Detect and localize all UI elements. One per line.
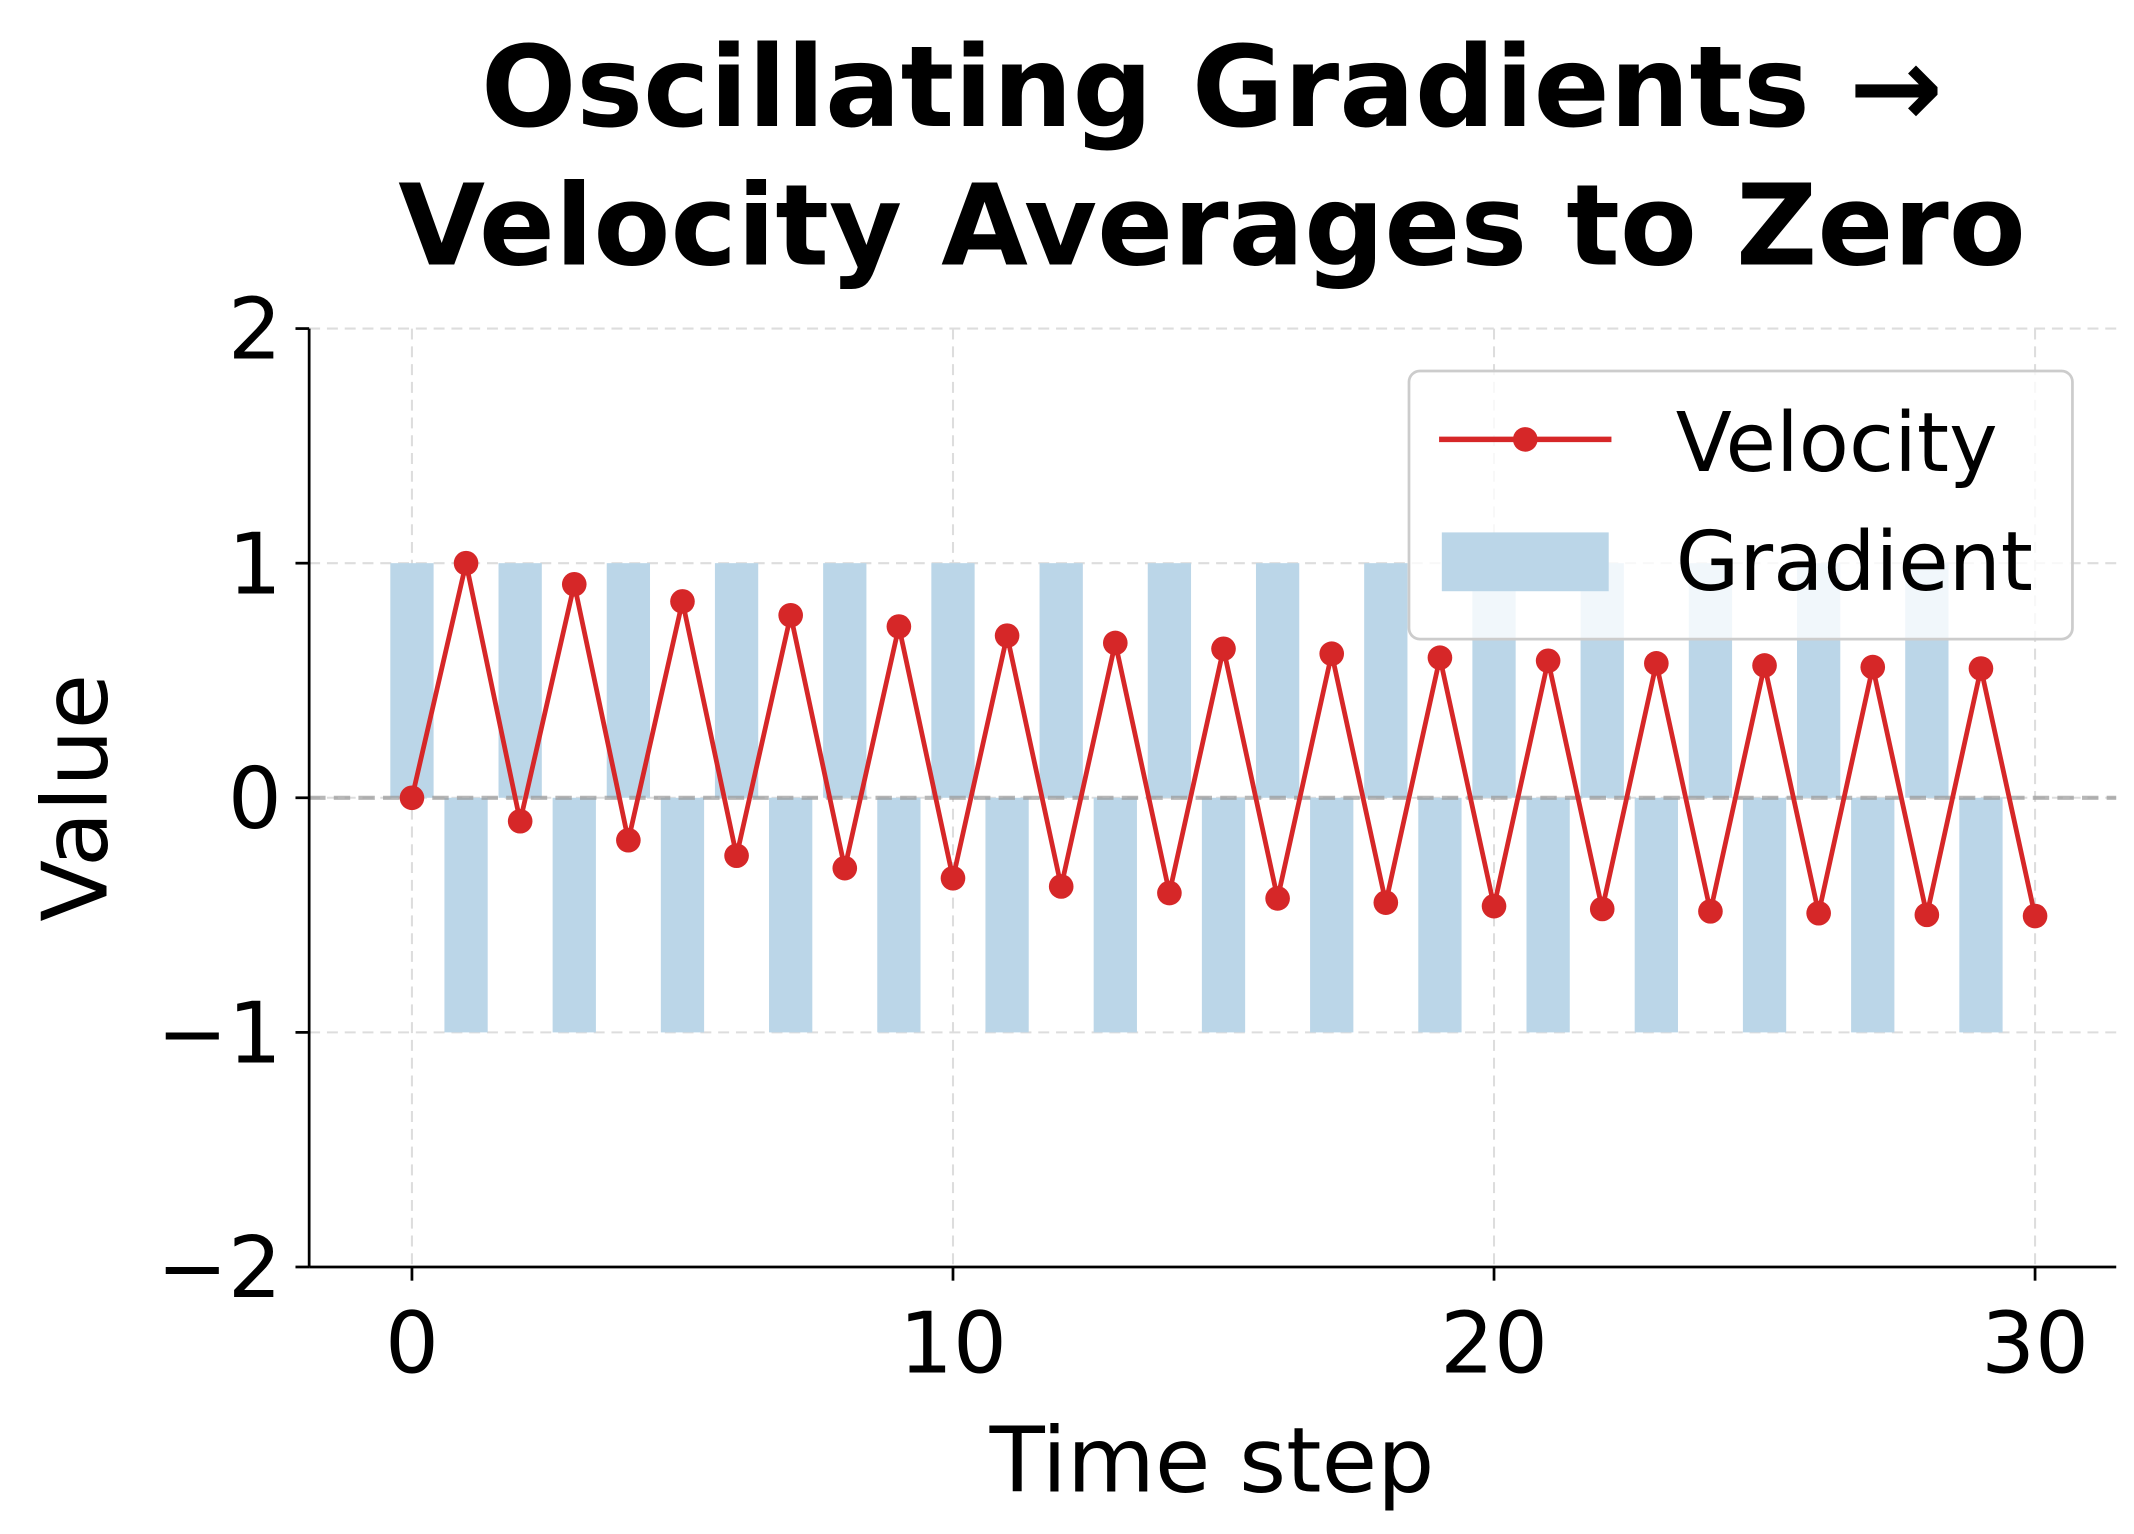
gradient-bar [823, 563, 867, 798]
velocity-point [507, 808, 533, 834]
velocity-point [1211, 636, 1236, 662]
gradient-bar [877, 797, 921, 1033]
gradient-bar [1201, 797, 1246, 1033]
gradient-bar [606, 563, 651, 798]
y-tick-label: 2 [228, 281, 282, 380]
velocity-point [1698, 899, 1723, 924]
velocity-point [832, 855, 858, 881]
velocity-point [1752, 653, 1777, 678]
chart-title-line-2: Velocity Averages to Zero [398, 161, 2026, 291]
velocity-point [670, 589, 695, 614]
velocity-point [1373, 890, 1399, 915]
gradient-bar [1851, 797, 1895, 1033]
velocity-point [778, 602, 803, 628]
gradient-bar [1093, 797, 1137, 1033]
x-tick-label: 30 [1981, 1294, 2089, 1393]
velocity-point [399, 785, 425, 811]
gradient-bar [1364, 563, 1408, 798]
velocity-point [1968, 656, 1994, 681]
velocity-point [1589, 896, 1615, 922]
gradient-bar [769, 797, 813, 1033]
x-tick-label: 0 [385, 1294, 439, 1393]
y-tick-label: 0 [228, 750, 282, 849]
gradient-bar [660, 797, 705, 1033]
gradient-bar [985, 797, 1029, 1033]
gradient-bar [1147, 563, 1192, 798]
velocity-point [1914, 902, 1940, 928]
velocity-point [940, 865, 966, 891]
gradient-bar [552, 797, 596, 1033]
velocity-point [1048, 874, 1074, 899]
y-tick-label: −1 [157, 984, 282, 1083]
gradient-bar [1634, 797, 1678, 1033]
velocity-point [2022, 903, 2048, 929]
velocity-point [1481, 893, 1507, 919]
legend-gradient-label: Gradient [1676, 515, 2033, 610]
gradient-bar [1418, 797, 1462, 1033]
velocity-point [886, 614, 912, 639]
velocity-point [724, 843, 749, 869]
velocity-point [616, 827, 641, 853]
legend: Velocity Gradient [1407, 369, 2074, 641]
y-tick-label: −2 [157, 1219, 282, 1318]
velocity-points [399, 550, 2048, 929]
gradient-bar [714, 563, 759, 798]
velocity-point [561, 571, 587, 597]
gradient-bar [1039, 563, 1083, 798]
gradient-bar [931, 563, 975, 798]
velocity-point [994, 623, 1020, 648]
velocity-point [1427, 645, 1453, 671]
velocity-point [1644, 651, 1669, 676]
velocity-point [1157, 880, 1182, 906]
y-axis-label: Value [24, 674, 129, 922]
ticks: 0 10 20 30 −2 −1 0 1 2 [157, 281, 2089, 1394]
gradient-bar [1526, 797, 1570, 1033]
velocity-point [1102, 630, 1128, 656]
velocity-point [1319, 641, 1345, 667]
velocity-point [1860, 654, 1886, 680]
x-tick-label: 10 [899, 1294, 1007, 1393]
legend-velocity-label: Velocity [1676, 396, 1998, 491]
y-tick-label: 1 [228, 515, 282, 614]
gradient-bar [1959, 797, 2003, 1033]
gradient-bar [1310, 797, 1354, 1033]
gradient-bar [390, 563, 434, 798]
gradient-bar [444, 797, 488, 1033]
velocity-point [1535, 648, 1561, 674]
x-axis-label: Time step [989, 1408, 1435, 1513]
gradient-bar [1255, 563, 1300, 798]
velocity-point [453, 550, 479, 576]
x-tick-label: 20 [1440, 1294, 1548, 1393]
chart-title-line-1: Oscillating Gradients → [481, 23, 1943, 153]
legend-gradient-swatch [1441, 532, 1609, 592]
velocity-point [1265, 886, 1290, 911]
velocity-point [1806, 900, 1831, 926]
gradient-bar [1742, 797, 1787, 1033]
legend-velocity-marker [1512, 427, 1538, 452]
